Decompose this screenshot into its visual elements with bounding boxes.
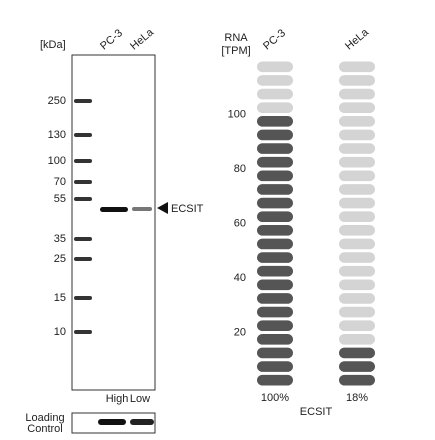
expression-pill (257, 129, 293, 141)
lane-label: HeLa (128, 26, 157, 53)
loading-band (130, 419, 154, 425)
empty-pill (339, 197, 375, 209)
empty-pill (257, 75, 293, 86)
level-label: High (106, 393, 129, 405)
lane-label: PC-3 (98, 27, 125, 52)
loading-band (98, 419, 126, 425)
expression-pill (257, 293, 293, 304)
gene-label: ECSIT (300, 406, 333, 418)
empty-pill (257, 102, 293, 113)
y-tick-label: 80 (234, 163, 246, 175)
y-tick-label: 60 (234, 217, 246, 229)
expression-pill (339, 361, 375, 372)
empty-pill (339, 61, 375, 73)
empty-pill (339, 238, 375, 250)
empty-pill (339, 102, 375, 113)
value-label: 100% (261, 392, 289, 404)
marker-label: 70 (54, 176, 66, 188)
marker-label: 55 (54, 193, 66, 205)
target-band (100, 207, 128, 212)
y-tick-label: 40 (234, 272, 246, 284)
ladder-band (74, 330, 92, 334)
expression-pill (257, 347, 293, 359)
expression-pill (257, 334, 293, 345)
expression-pill (257, 143, 293, 154)
blot-frame (71, 54, 156, 391)
axis-label: RNA (224, 32, 248, 44)
ladder-band (74, 99, 92, 103)
expression-pill (257, 116, 293, 127)
ladder-band (74, 180, 92, 184)
expression-pill (339, 374, 375, 386)
expression-pill (257, 170, 293, 182)
empty-pill (339, 88, 375, 100)
ladder-band (74, 296, 92, 300)
marker-label: 10 (54, 326, 66, 338)
marker-label: 15 (54, 292, 66, 304)
target-label: ECSIT (171, 203, 204, 215)
empty-pill (339, 129, 375, 141)
expression-pill (257, 320, 293, 331)
y-tick-label: 100 (228, 108, 246, 120)
empty-pill (339, 170, 375, 182)
empty-pill (339, 306, 375, 318)
expression-pill (257, 252, 293, 263)
empty-pill (339, 75, 375, 86)
expression-pill (257, 374, 293, 386)
empty-pill (339, 211, 375, 222)
expression-pill (257, 238, 293, 250)
marker-label: 35 (54, 233, 66, 245)
ladder-band (74, 159, 92, 163)
empty-pill (339, 252, 375, 263)
empty-pill (339, 225, 375, 236)
lane-label: PC-3 (261, 27, 288, 52)
marker-label: 130 (48, 129, 66, 141)
unit-label: [kDa] (40, 39, 66, 51)
expression-pill (257, 279, 293, 291)
empty-pill (339, 334, 375, 345)
empty-pill (257, 88, 293, 100)
lane-label: HeLa (343, 26, 372, 53)
level-label: Low (130, 393, 150, 405)
marker-label: 100 (48, 155, 66, 167)
empty-pill (339, 116, 375, 127)
expression-pill (257, 211, 293, 222)
loading-label: Loading (25, 412, 64, 424)
empty-pill (339, 156, 375, 168)
expression-pill (257, 184, 293, 195)
ladder-band (74, 133, 92, 137)
ladder-band (74, 257, 92, 261)
empty-pill (339, 320, 375, 331)
arrow (157, 202, 168, 214)
y-tick-label: 20 (234, 326, 246, 338)
marker-label: 250 (48, 95, 66, 107)
empty-pill (339, 293, 375, 304)
empty-pill (339, 184, 375, 195)
expression-pill (339, 347, 375, 359)
ladder-band (74, 197, 92, 201)
expression-pill (257, 225, 293, 236)
expression-pill (257, 361, 293, 372)
expression-pill (257, 197, 293, 209)
ladder-band (74, 237, 92, 241)
axis-label: [TPM] (221, 45, 250, 57)
expression-pill (257, 156, 293, 168)
marker-label: 25 (54, 253, 66, 265)
empty-pill (339, 279, 375, 291)
value-label: 18% (346, 392, 368, 404)
empty-pill (339, 265, 375, 277)
empty-pill (257, 61, 293, 73)
expression-pill (257, 306, 293, 318)
expression-pill (257, 265, 293, 277)
target-band (132, 207, 152, 211)
empty-pill (339, 143, 375, 154)
loading-label: Control (27, 423, 62, 435)
